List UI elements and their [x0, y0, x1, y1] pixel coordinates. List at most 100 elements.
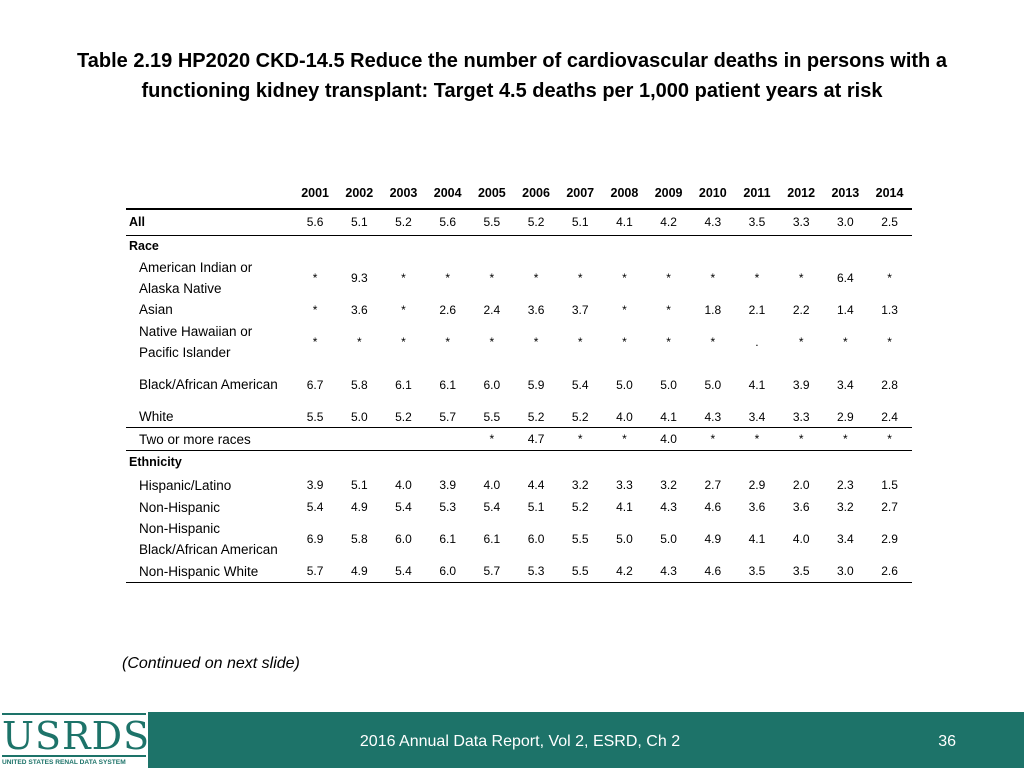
- table-cell: *: [710, 334, 716, 349]
- table-cell: 1.4: [837, 302, 854, 317]
- table-cell: 5.3: [513, 560, 559, 583]
- table-cell: [426, 451, 470, 474]
- table-cell: 4.0: [646, 427, 691, 451]
- table-cell: 5.2: [513, 209, 559, 236]
- table-cell: 6.1: [483, 532, 501, 546]
- table-cell: 3.0: [823, 209, 868, 236]
- table-row: Asian * 3.6 * 2.6 2.4 3.6 3.7 * * 1.8 2.1 2.2 1.4 1.3: [126, 299, 912, 320]
- table-cell: 4.9: [350, 500, 368, 514]
- table-row: American Indian or Alaska Native * 9.3 * * * *…: [126, 256, 912, 299]
- table-cell: [691, 235, 735, 256]
- section-label: Ethnicity: [129, 455, 182, 470]
- table-cell: 2.5: [867, 209, 912, 236]
- table-cell: 6.7: [306, 377, 324, 392]
- table-cell: *: [312, 302, 318, 317]
- table-cell: 4.4: [527, 478, 545, 492]
- footer-citation: 2016 Annual Data Report, Vol 2, ESRD, Ch…: [359, 733, 681, 750]
- year-header: 2008: [602, 178, 647, 210]
- logo-wordmark: USRDS: [2, 713, 151, 758]
- table-cell: [470, 235, 514, 256]
- table-cell: *: [887, 334, 892, 349]
- table-body: All 5.6 5.1 5.2 5.6 5.5 5.2 5.1 4.1 4.2 4.3 3.5 3.3 3…: [126, 209, 912, 583]
- table-cell: 2.3: [837, 478, 854, 492]
- table-row: Non-Hispanic White 5.7 4.9 5.4 6.0 5.7 5.3 5.5 4…: [126, 560, 912, 583]
- table-cell: 4.2: [646, 209, 691, 236]
- table-cell: 2.7: [704, 478, 722, 492]
- table-cell: 4.3: [690, 209, 735, 236]
- table-cell: 5.8: [350, 377, 368, 392]
- table-cell: 4.6: [690, 560, 735, 583]
- table-cell: 3.2: [837, 500, 854, 514]
- table-cell: *: [666, 270, 671, 285]
- table-cell: 5.0: [616, 532, 633, 546]
- table-cell: *: [779, 427, 824, 451]
- year-header: 2012: [779, 178, 824, 210]
- table-cell: [558, 451, 602, 474]
- table-cell: *: [887, 270, 892, 285]
- table-cell: [426, 235, 470, 256]
- table-cell: *: [533, 334, 539, 349]
- table-cell: 5.1: [527, 500, 545, 514]
- table-cell: 5.5: [469, 406, 514, 428]
- table-cell: 4.0: [483, 478, 501, 492]
- logo-subtitle: UNITED STATES RENAL DATA SYSTEM: [2, 759, 126, 766]
- table-cell: 4.0: [395, 478, 412, 492]
- table-cell: 4.1: [602, 209, 647, 236]
- table-row: Native Hawaiian or Pacific Islander * * * * *…: [126, 320, 912, 363]
- continued-note: (Continued on next slide): [122, 655, 300, 672]
- table-cell: 6.9: [306, 532, 324, 546]
- table-cell: [647, 451, 691, 474]
- slide-title: Table 2.19 HP2020 CKD-14.5 Reduce the nu…: [20, 46, 1004, 106]
- table-cell: 6.0: [425, 560, 470, 583]
- table-cell: [293, 427, 338, 451]
- table-cell: 3.3: [779, 406, 824, 428]
- table-cell: 3.2: [571, 478, 589, 492]
- table-cell: 4.9: [704, 532, 722, 546]
- table-cell: [514, 235, 558, 256]
- table-cell: 2.6: [439, 302, 456, 317]
- table-cell: 6.1: [395, 377, 412, 392]
- table-cell: 5.1: [558, 209, 603, 236]
- table-cell: *: [666, 302, 671, 317]
- table-cell: 5.1: [350, 478, 368, 492]
- table-cell: 1.3: [881, 302, 898, 317]
- section-heading-row: Ethnicity: [126, 451, 912, 474]
- header-blank: [126, 178, 293, 210]
- year-header: 2002: [337, 178, 382, 210]
- row-label: Native Hawaiian or Pacific Islander: [139, 323, 253, 360]
- table-cell: 2.8: [881, 377, 898, 392]
- table-cell: [735, 451, 779, 474]
- table-row: Hispanic/Latino 3.9 5.1 4.0 3.9 4.0 4.4 3.2 3.3 3…: [126, 474, 912, 497]
- table-cell: [867, 235, 911, 256]
- table-cell: [691, 451, 735, 474]
- table-cell: 4.7: [513, 427, 559, 451]
- table-cell: 4.9: [337, 560, 382, 583]
- table-cell: [293, 235, 337, 256]
- row-label: Non-Hispanic Black/African American: [139, 521, 278, 557]
- row-label: Hispanic/Latino: [139, 477, 232, 493]
- table-cell: *: [734, 427, 780, 451]
- table-cell: *: [710, 270, 716, 285]
- table-cell: 4.0: [792, 532, 810, 546]
- table-cell: 5.2: [513, 406, 559, 428]
- table-cell: 3.9: [792, 377, 810, 392]
- year-header: 2014: [867, 178, 912, 210]
- table-cell: 5.9: [527, 377, 545, 392]
- table-cell: [602, 235, 646, 256]
- table-cell: 2.9: [748, 478, 766, 492]
- table-cell: [381, 235, 425, 256]
- table-cell: 5.5: [469, 209, 514, 236]
- year-header: 2004: [425, 178, 470, 210]
- table-cell: [470, 451, 514, 474]
- table-cell: [293, 451, 337, 474]
- table-cell: [514, 451, 558, 474]
- title-line-1: Table 2.19 HP2020 CKD-14.5 Reduce the nu…: [77, 50, 947, 72]
- table-cell: 4.1: [748, 532, 766, 546]
- table-cell: 2.6: [867, 560, 912, 583]
- table-cell: *: [823, 427, 868, 451]
- year-header: 2007: [558, 178, 603, 210]
- table-cell: *: [622, 270, 627, 285]
- table-cell: *: [312, 270, 318, 285]
- table-cell: *: [401, 270, 406, 285]
- table-row: White 5.5 5.0 5.2 5.7 5.5 5.2 5.2 4.0 4.1 4.3 3.4 3.…: [126, 406, 912, 428]
